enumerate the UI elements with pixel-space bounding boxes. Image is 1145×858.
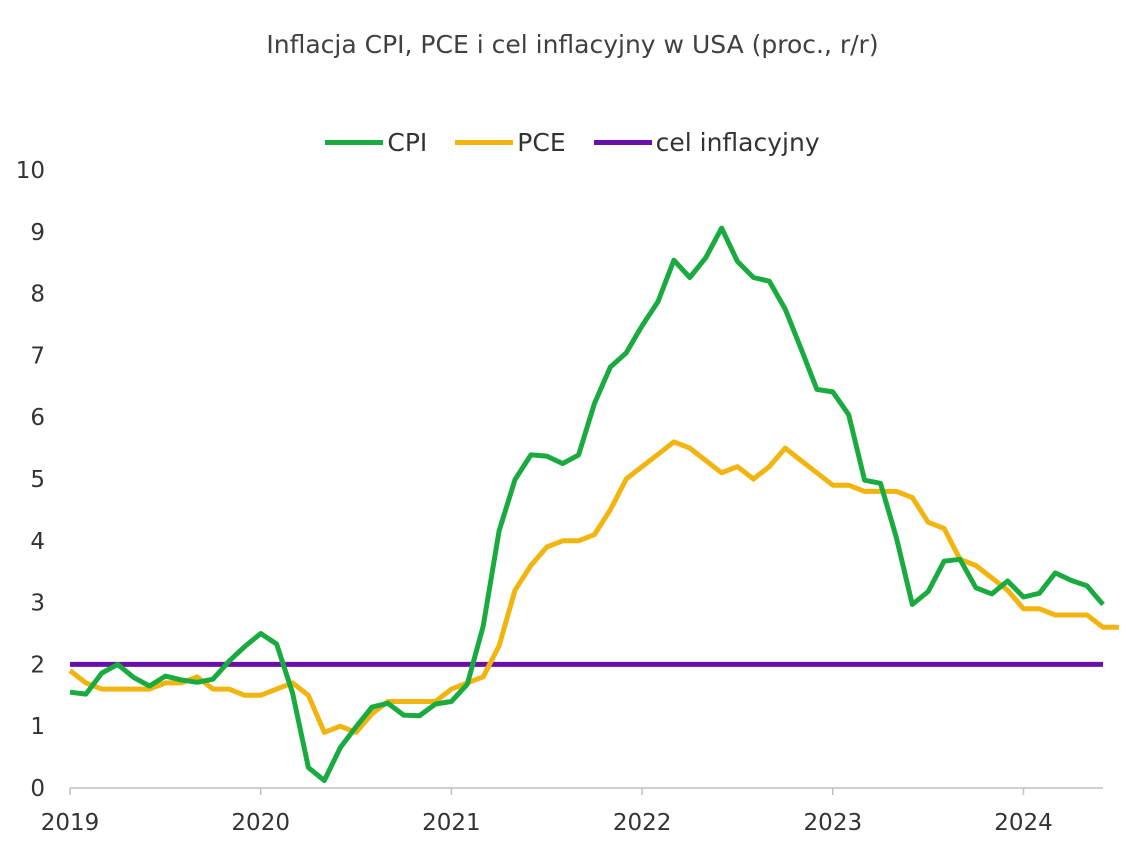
x-tick-label: 2022 (613, 810, 672, 836)
x-tick-label: 2019 (41, 810, 100, 836)
legend-item-pce: PCE (455, 128, 566, 157)
legend-label-cpi: CPI (387, 128, 428, 157)
legend: CPI PCE cel inflacyjny (0, 128, 1145, 157)
legend-item-cpi: CPI (325, 128, 427, 157)
y-tick-label: 8 (30, 282, 45, 308)
y-tick-label: 10 (16, 158, 45, 184)
legend-swatch-target (593, 140, 652, 145)
x-tick-label: 2023 (804, 810, 863, 836)
y-tick-label: 0 (30, 776, 45, 802)
x-tick-label: 2021 (422, 810, 481, 836)
y-tick-label: 2 (30, 652, 45, 678)
y-tick-label: 5 (30, 467, 45, 493)
y-tick-label: 1 (30, 714, 45, 740)
legend-swatch-pce (455, 140, 514, 145)
y-tick-label: 7 (30, 343, 45, 369)
series-line-pce (68, 439, 1119, 735)
legend-label-target: cel inflacyjny (655, 128, 820, 157)
y-tick-label: 9 (30, 220, 45, 246)
legend-item-target: cel inflacyjny (593, 128, 820, 157)
legend-swatch-cpi (325, 140, 384, 145)
legend-label-pce: PCE (517, 128, 566, 157)
x-tick-label: 2024 (994, 810, 1053, 836)
series-line-cpi (69, 225, 1105, 784)
y-tick-label: 4 (30, 529, 45, 555)
x-tick-label: 2020 (231, 810, 290, 836)
y-tick-label: 3 (30, 591, 45, 617)
y-tick-label: 6 (30, 405, 45, 431)
chart-title: Inflacja CPI, PCE i cel inflacyjny w USA… (266, 30, 879, 59)
